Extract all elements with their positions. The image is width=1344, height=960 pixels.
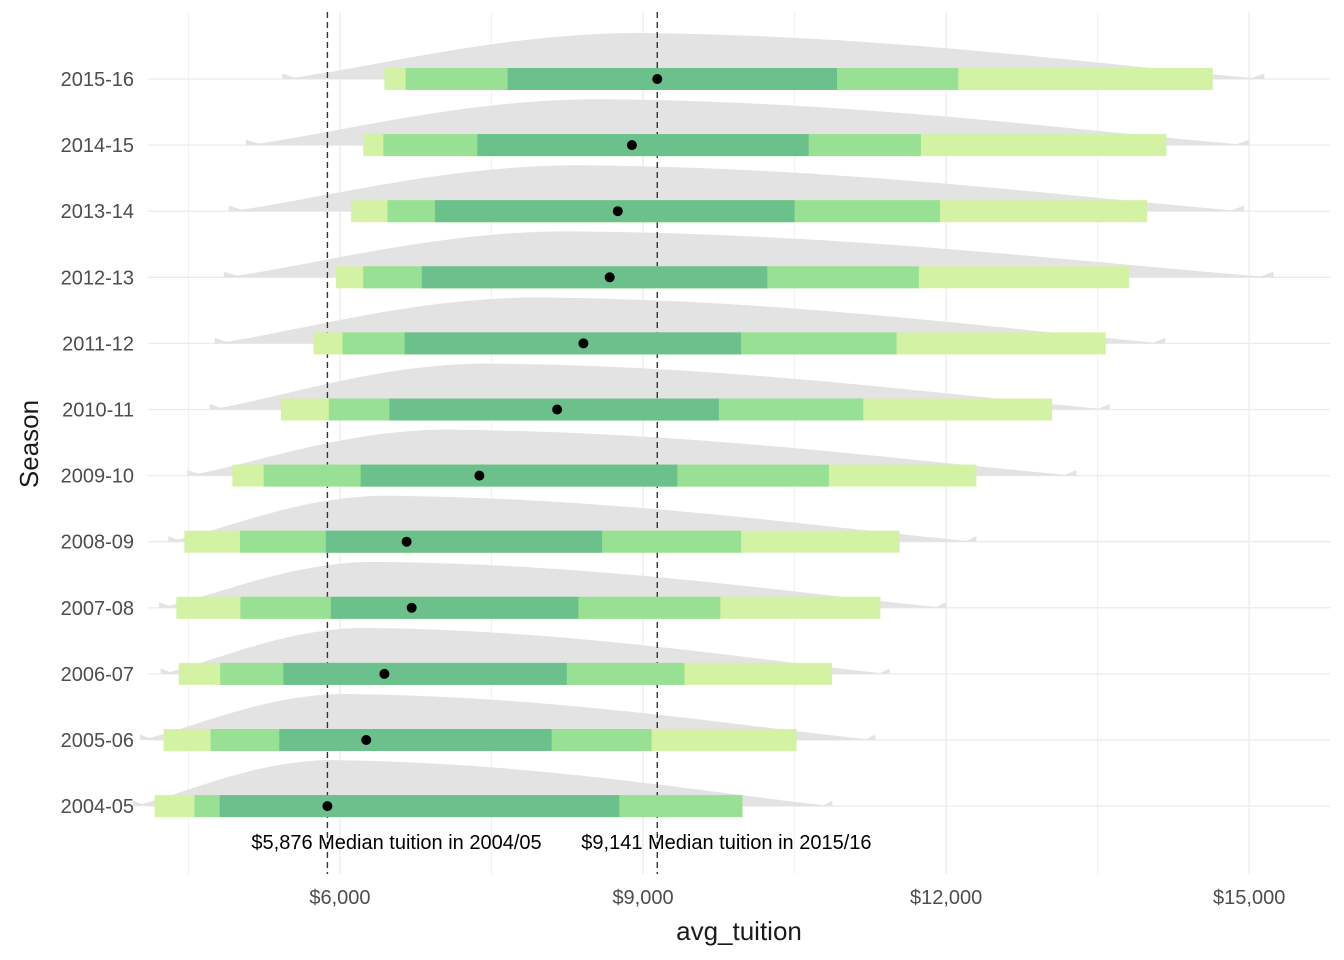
- interval-inner-bar: [219, 795, 620, 818]
- density-slab: [159, 561, 947, 608]
- density-slab: [223, 231, 1274, 278]
- density-slab: [245, 99, 1250, 146]
- median-point: [626, 140, 637, 151]
- reference-annotation: $9,141 Median tuition in 2015/16: [581, 832, 871, 854]
- x-axis-title: avg_tuition: [676, 916, 802, 946]
- x-tick-label: $15,000: [1213, 887, 1285, 909]
- median-point: [652, 74, 663, 84]
- median-point: [401, 536, 412, 547]
- y-tick-label: 2011-12: [62, 333, 134, 355]
- median-point: [604, 272, 615, 283]
- x-tick-label: $12,000: [910, 887, 982, 909]
- x-axis-ticks: $6,000 $9,000 $12,000 $15,000: [309, 887, 1285, 909]
- x-tick-label: $9,000: [612, 887, 673, 909]
- median-point: [361, 735, 372, 745]
- reference-annotation: $5,876 Median tuition in 2004/05: [251, 832, 541, 854]
- y-tick-label: 2004-05: [61, 796, 134, 818]
- interval-inner-bar: [330, 596, 579, 619]
- median-point: [552, 404, 563, 415]
- y-tick-label: 2013-14: [61, 201, 134, 223]
- interval-inner-bar: [507, 68, 837, 90]
- y-tick-label: 2014-15: [61, 135, 134, 157]
- interval-inner-bar: [283, 662, 567, 685]
- density-layer: [132, 33, 1274, 807]
- median-point: [379, 668, 390, 679]
- interval-inner-bar: [477, 134, 809, 157]
- median-point: [406, 602, 417, 613]
- y-tick-label: 2005-06: [61, 730, 134, 752]
- density-slab: [282, 33, 1265, 79]
- interval-inner-bar: [279, 729, 552, 751]
- median-point: [322, 801, 333, 812]
- y-axis-ticks: 2004-05 2005-06 2006-07 2007-08 2008-09 2009-…: [61, 69, 134, 818]
- interval-inner-bar: [404, 332, 742, 355]
- density-slab: [160, 627, 890, 674]
- annotations: $5,876 Median tuition in 2004/05 $9,141 M…: [251, 832, 871, 854]
- interval-layer: [154, 68, 1213, 818]
- x-tick-label: $6,000: [309, 887, 370, 909]
- y-tick-label: 2007-08: [61, 598, 134, 620]
- median-point: [578, 338, 589, 349]
- interval-inner-bar: [360, 464, 678, 487]
- y-tick-label: 2008-09: [61, 532, 134, 554]
- density-slab: [228, 165, 1245, 212]
- y-tick-label: 2006-07: [61, 664, 134, 686]
- y-tick-label: 2009-10: [61, 466, 134, 488]
- density-slab: [209, 363, 1110, 410]
- median-point: [474, 470, 485, 481]
- density-slab: [187, 429, 1077, 476]
- y-tick-label: 2010-11: [62, 400, 134, 422]
- interval-inner-bar: [325, 530, 603, 553]
- y-tick-label: 2015-16: [61, 69, 134, 91]
- interval-outer-bar: [154, 795, 195, 818]
- density-slab: [168, 495, 977, 542]
- interval-inner-bar: [421, 266, 768, 289]
- y-tick-label: 2012-13: [61, 267, 134, 289]
- median-point: [612, 206, 623, 217]
- density-slab: [139, 694, 876, 740]
- y-axis-title: Season: [14, 400, 44, 488]
- density-slab: [214, 297, 1166, 344]
